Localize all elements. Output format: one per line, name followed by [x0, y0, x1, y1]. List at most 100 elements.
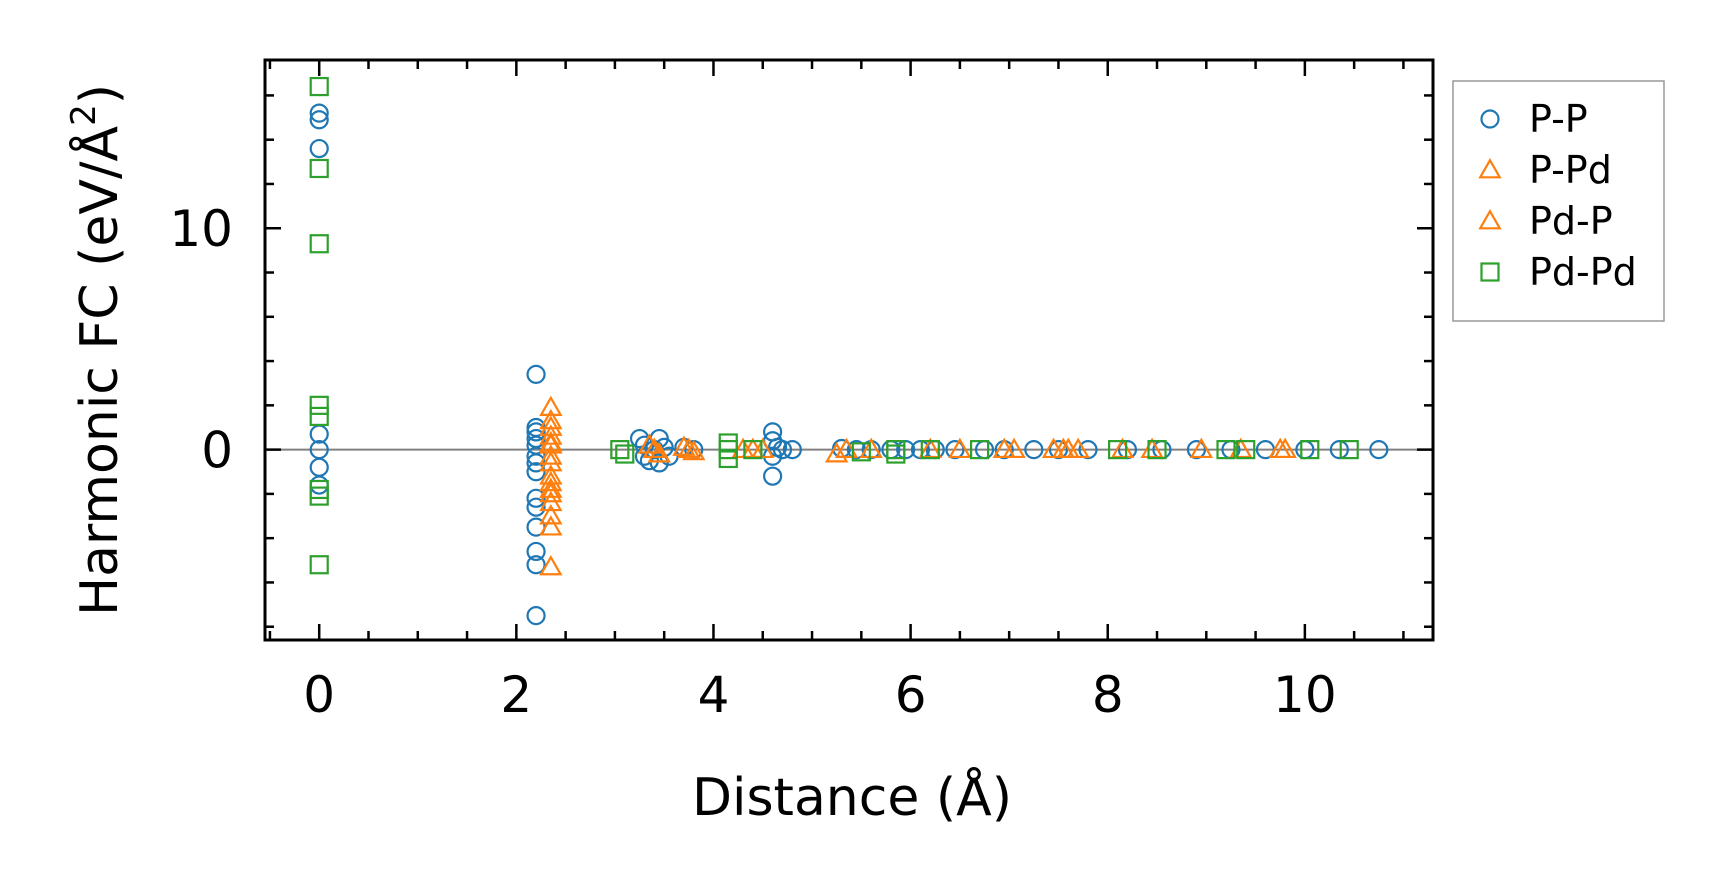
plot-frame — [263, 58, 1435, 642]
data-point-p-pd — [637, 433, 662, 454]
data-point-p-p — [772, 440, 793, 460]
data-point-pd-pd — [1300, 440, 1320, 460]
data-point-pd-p — [539, 470, 563, 492]
legend-marker-p-p — [1480, 109, 1500, 129]
legend-label-pd-pd: Pd-Pd — [1529, 250, 1637, 294]
x-tick-label: 8 — [1092, 666, 1124, 724]
data-point-pd-pd — [610, 440, 630, 460]
data-point-pd-p — [642, 437, 667, 459]
data-point-pd-pd — [309, 158, 329, 179]
data-point-p-p — [526, 364, 546, 384]
data-point-pd-pd — [851, 442, 871, 462]
data-point-pd-pd — [743, 440, 763, 460]
data-point-p-p — [526, 497, 546, 517]
data-point-p-pd — [1110, 437, 1135, 459]
data-point-p-p — [526, 555, 546, 575]
data-point-p-p — [1117, 440, 1138, 460]
data-point-p-pd — [682, 439, 706, 461]
data-point-p-p — [763, 466, 783, 486]
x-tick-label: 6 — [895, 666, 927, 724]
data-point-pd-p — [1051, 437, 1076, 459]
data-point-p-p — [526, 606, 546, 626]
series-pd-p — [539, 408, 1297, 503]
data-point-pd-pd — [1147, 440, 1167, 460]
data-point-p-p — [896, 440, 916, 460]
data-point-pd-pd — [920, 440, 940, 460]
data-point-p-p — [1024, 440, 1044, 460]
data-point-pd-pd — [309, 406, 329, 427]
data-point-pd-pd — [1216, 440, 1236, 460]
data-point-p-pd — [539, 450, 563, 472]
data-point-pd-p — [539, 430, 563, 452]
y-tick-label: 10 — [169, 200, 233, 258]
data-point-p-pd — [1066, 437, 1090, 459]
data-point-pd-p — [539, 408, 563, 430]
data-point-pd-pd — [309, 395, 329, 415]
x-tick-label: 2 — [500, 666, 532, 724]
legend-label-p-p: P-P — [1529, 97, 1588, 141]
data-point-p-p — [1369, 440, 1389, 460]
data-point-p-pd — [539, 515, 563, 536]
legend: P-P P-Pd Pd-P Pd-Pd — [1452, 80, 1665, 322]
data-point-p-p — [782, 440, 802, 460]
data-point-pd-pd — [1107, 440, 1128, 460]
legend-marker-p-pd — [1478, 158, 1502, 179]
legend-item-p-p: P-P — [1480, 97, 1588, 141]
y-axis-label-close: ) — [70, 84, 130, 104]
data-point-p-pd — [539, 554, 563, 576]
data-point-pd-pd — [886, 444, 906, 464]
data-point-p-pd — [647, 442, 671, 463]
x-tick-label: 4 — [698, 666, 730, 724]
data-point-p-p — [309, 110, 329, 130]
data-point-p-pd — [672, 435, 696, 456]
data-point-p-p — [1329, 440, 1349, 460]
legend-marker-pd-pd — [1480, 262, 1500, 282]
data-point-p-p — [526, 422, 546, 442]
data-point-pd-p — [1140, 437, 1164, 459]
legend-marker-pd-p — [1478, 209, 1502, 230]
data-point-pd-pd — [615, 444, 635, 464]
data-point-pd-pd — [718, 448, 738, 469]
data-point-p-p — [910, 440, 931, 460]
data-point-pd-p — [1229, 437, 1253, 459]
data-point-p-p — [1078, 440, 1098, 460]
data-point-p-p — [309, 138, 329, 159]
data-point-p-p — [526, 462, 546, 482]
series-pd-pd — [309, 76, 1359, 575]
data-point-p-p — [945, 440, 965, 460]
points-layer — [309, 76, 1389, 626]
data-point-p-pd — [918, 437, 942, 459]
data-point-p-pd — [1189, 437, 1214, 459]
data-point-p-pd — [539, 504, 563, 525]
data-point-pd-p — [741, 437, 765, 459]
data-point-p-pd — [825, 442, 849, 463]
y-axis-label-superscript: 2 — [64, 104, 104, 126]
data-point-pd-p — [677, 437, 701, 459]
y-axis-label: Harmonic FC (eV/Å2) — [64, 84, 130, 616]
data-point-pd-pd — [1236, 440, 1256, 460]
legend-label-pd-p: Pd-P — [1529, 199, 1613, 243]
data-point-pd-pd — [1339, 440, 1359, 460]
legend-item-pd-pd: Pd-Pd — [1480, 250, 1637, 294]
legend-label-p-pd: P-Pd — [1529, 148, 1612, 192]
y-axis-label-main: Harmonic FC (eV/Å — [68, 125, 130, 616]
data-point-pd-p — [834, 437, 859, 459]
data-point-p-pd — [539, 424, 563, 445]
legend-item-p-pd: P-Pd — [1478, 148, 1612, 192]
data-point-pd-p — [1273, 437, 1297, 459]
tick-labels-layer: 0 2 4 6 8 10 0 10 — [169, 200, 1336, 724]
y-tick-label: 0 — [201, 422, 233, 480]
data-point-p-p — [1048, 440, 1069, 460]
data-point-p-pd — [859, 437, 883, 459]
data-point-p-p — [1186, 440, 1207, 460]
data-point-p-pd — [539, 395, 563, 416]
x-axis-label: Distance (Å) — [692, 766, 1012, 828]
data-point-pd-pd — [309, 555, 329, 575]
data-point-pd-p — [539, 444, 563, 465]
x-tick-label: 0 — [303, 666, 335, 724]
data-point-pd-pd — [309, 234, 329, 254]
data-point-pd-pd — [309, 76, 329, 97]
data-point-p-p — [309, 103, 329, 123]
